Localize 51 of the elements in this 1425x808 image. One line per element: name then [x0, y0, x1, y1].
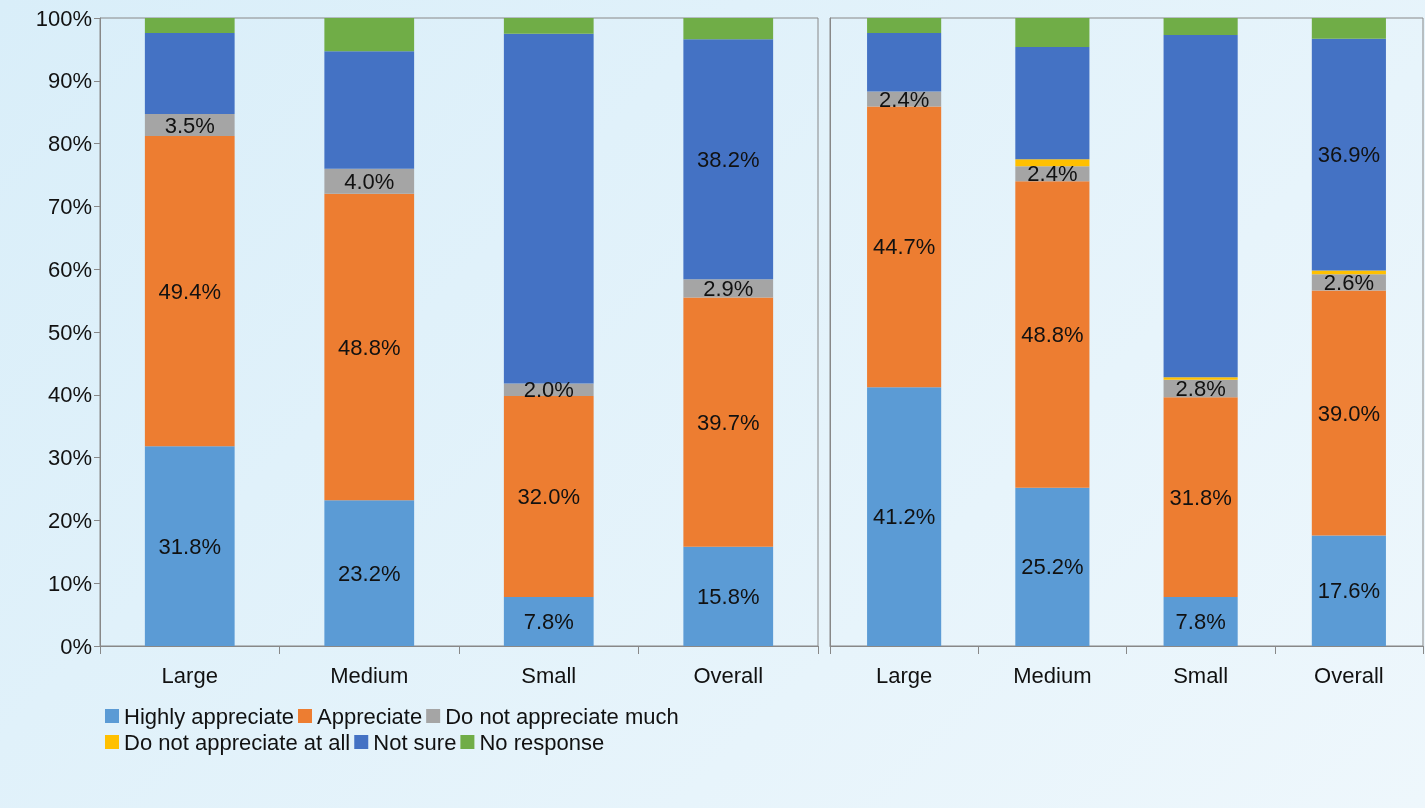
data-label: 2.0%: [523, 377, 574, 403]
y-tick-label: 40%: [47, 382, 92, 408]
data-label: 38.2%: [697, 146, 760, 172]
data-label: 39.0%: [1317, 400, 1381, 426]
data-label: 17.6%: [1317, 578, 1381, 604]
data-label: 31.8%: [158, 533, 221, 559]
legend-label: Not sure: [373, 729, 457, 755]
x-tick-label: Overall: [693, 662, 764, 688]
y-tick-label: 50%: [47, 319, 92, 345]
data-label: 2.4%: [1027, 161, 1078, 187]
y-tick-label: 80%: [47, 131, 92, 157]
x-tick-label: Medium: [330, 662, 409, 688]
data-label: 15.8%: [697, 583, 760, 609]
y-tick-label: 20%: [47, 507, 92, 533]
data-label: 2.4%: [879, 86, 930, 112]
y-tick-label: 90%: [47, 68, 92, 94]
y-tick-label: 30%: [47, 445, 92, 471]
data-label: 23.2%: [338, 560, 401, 586]
data-label: 31.8%: [1169, 484, 1232, 510]
data-label: 4.0%: [344, 168, 395, 194]
legend-label: Highly appreciate: [124, 703, 294, 729]
data-label: 2.6%: [1323, 269, 1374, 295]
legend-label: No response: [479, 729, 605, 755]
data-label: 7.8%: [523, 609, 574, 635]
data-label: 7.8%: [1175, 609, 1226, 635]
y-tick-label: 60%: [47, 256, 92, 282]
data-label: 3.5%: [164, 112, 215, 138]
x-tick-label: Large: [875, 662, 933, 688]
data-label: 25.2%: [1021, 554, 1084, 580]
data-label: 44.7%: [872, 234, 936, 260]
x-tick-label: Large: [161, 662, 218, 688]
data-label: 2.8%: [1175, 376, 1226, 402]
legend-label: Do not appreciate much: [445, 703, 679, 729]
data-label: 48.8%: [338, 334, 401, 360]
x-tick-label: Small: [1173, 662, 1229, 688]
data-label: 48.8%: [1021, 322, 1084, 348]
data-label: 32.0%: [517, 484, 580, 510]
x-tick-label: Small: [521, 662, 577, 688]
x-tick-label: Overall: [1314, 662, 1384, 688]
data-label: 36.9%: [1317, 142, 1381, 168]
legend-label: Do not appreciate at all: [124, 729, 351, 755]
y-tick-label: 10%: [47, 570, 92, 596]
y-tick-label: 70%: [47, 193, 92, 219]
y-tick-label: 100%: [35, 5, 92, 31]
data-label: 2.9%: [703, 275, 754, 301]
y-tick-label: 0%: [60, 633, 92, 659]
legend-label: Appreciate: [316, 703, 423, 729]
data-label: 41.2%: [872, 504, 936, 530]
data-label: 49.4%: [158, 278, 221, 304]
data-label: 39.7%: [697, 409, 760, 435]
x-tick-label: Medium: [1013, 662, 1092, 688]
